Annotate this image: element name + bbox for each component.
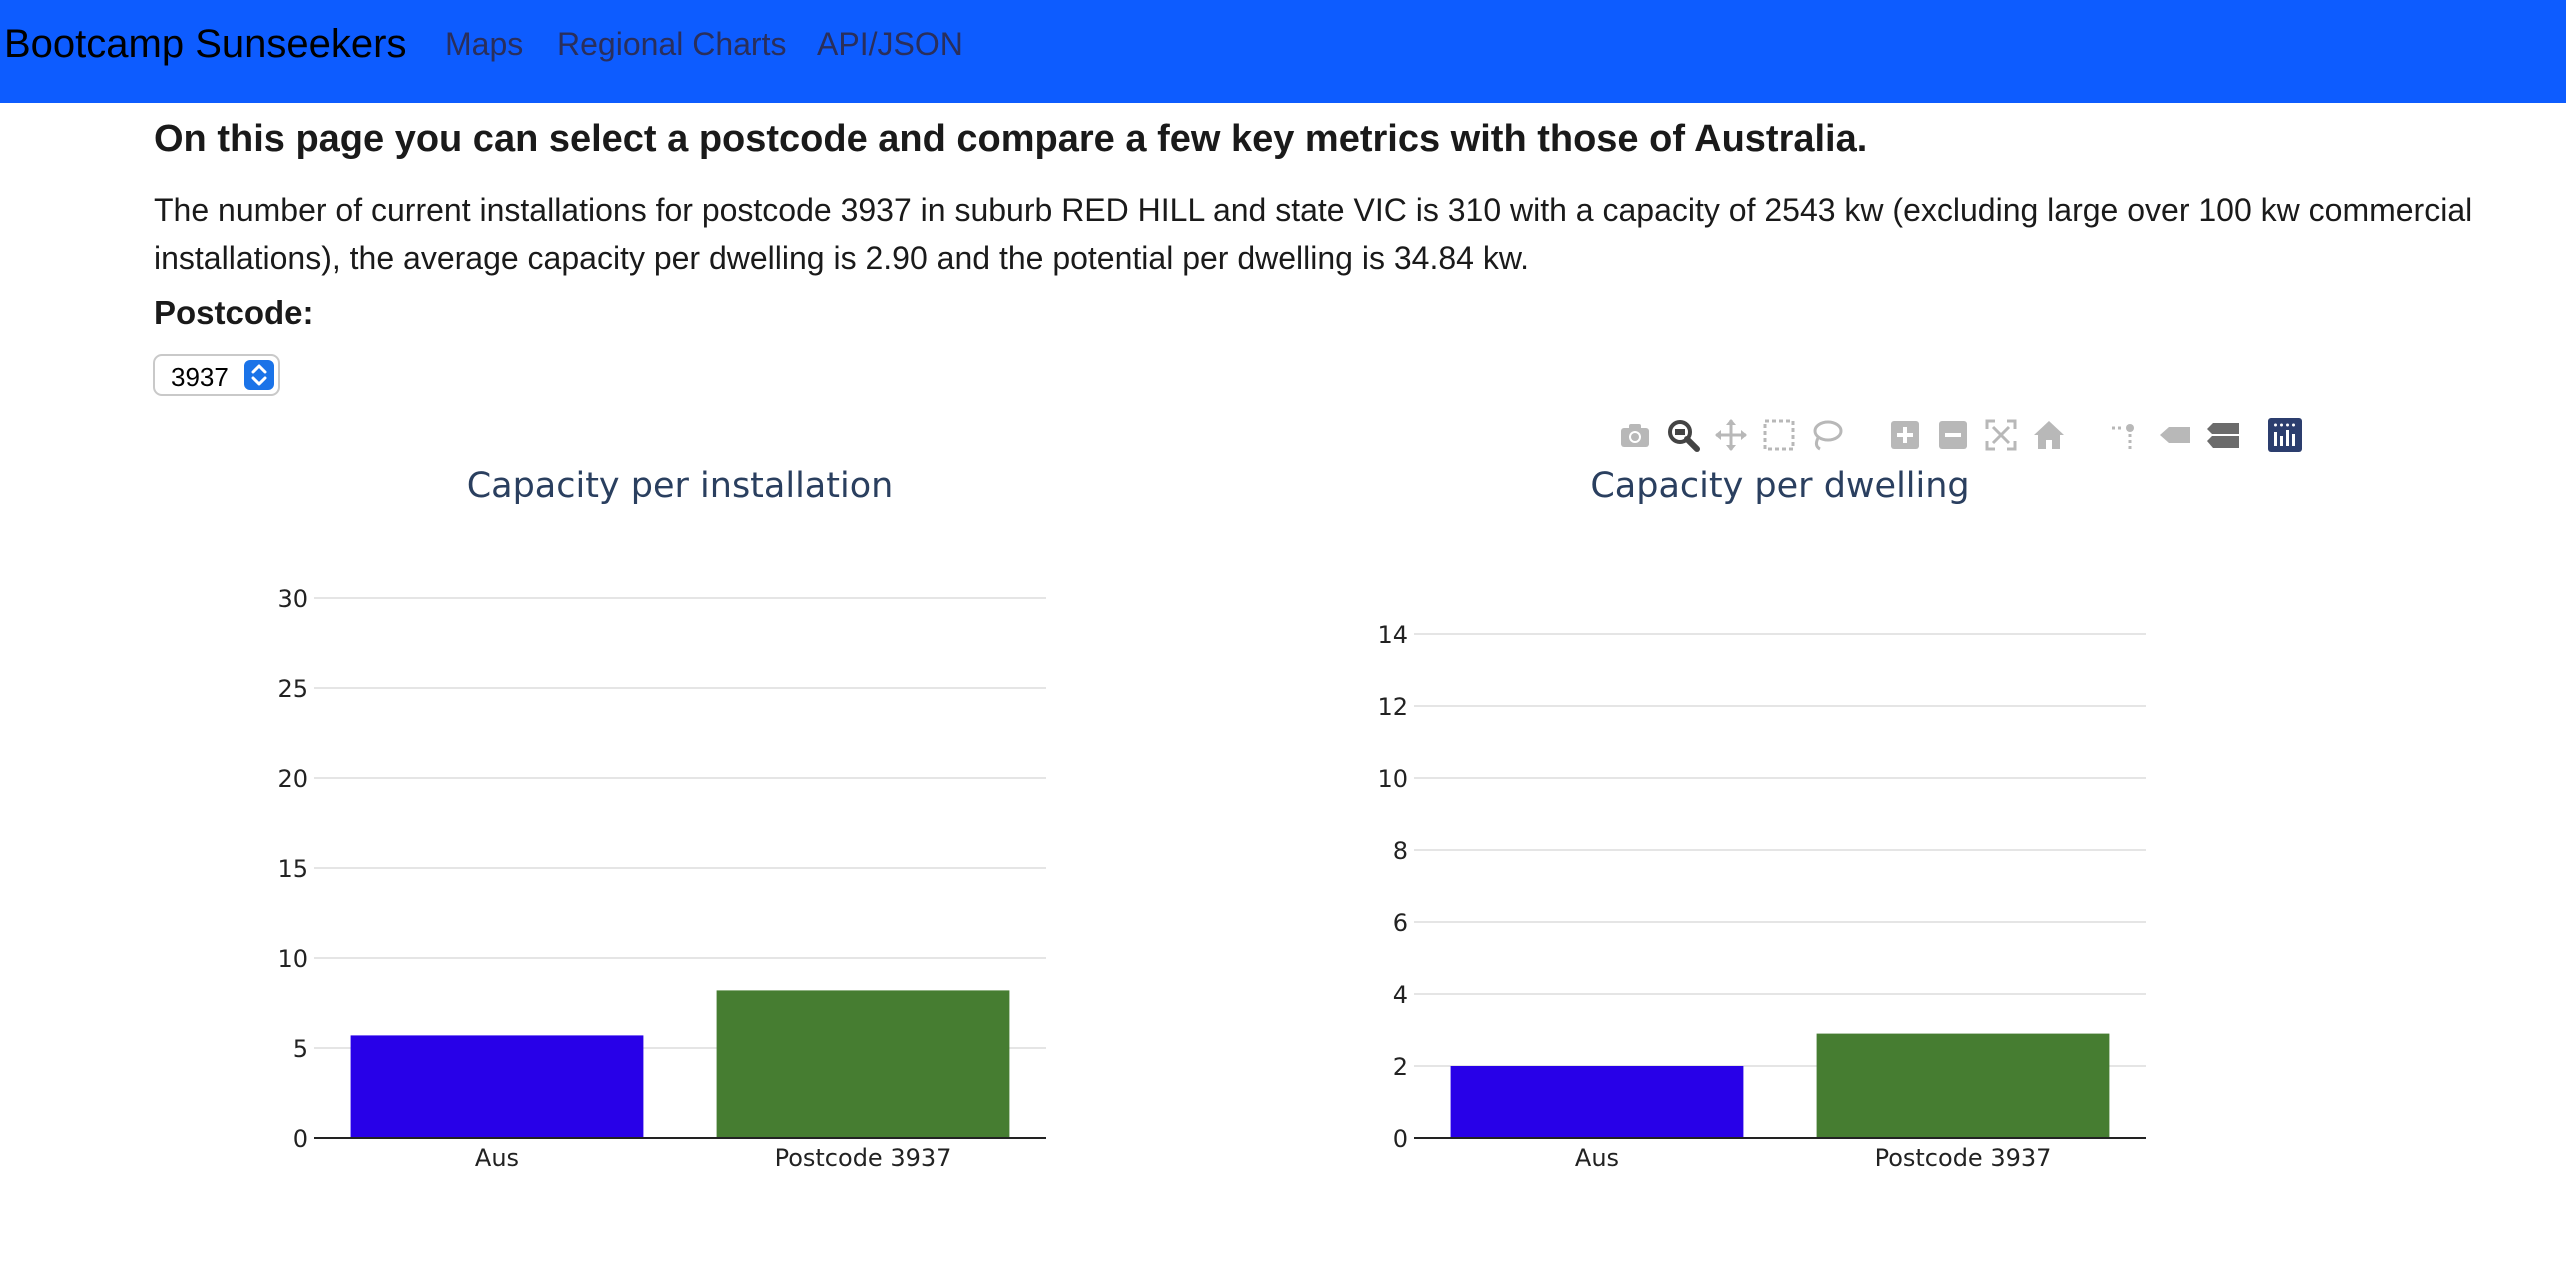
postcode-select[interactable]: 3937	[153, 354, 280, 396]
bar-postcode-3937[interactable]	[1816, 1033, 2110, 1138]
navbar-brand[interactable]: Bootcamp Sunseekers	[4, 22, 407, 66]
page-heading: On this page you can select a postcode a…	[154, 118, 1868, 160]
navbar: Bootcamp Sunseekers Maps Regional Charts…	[0, 0, 2566, 103]
x-tick-label: Postcode 3937	[1875, 1144, 2052, 1172]
bar-aus[interactable]	[350, 1035, 644, 1138]
hover-compare-icon[interactable]	[2206, 418, 2240, 452]
box-select-icon[interactable]	[1762, 418, 1796, 452]
pan-icon[interactable]	[1714, 418, 1748, 452]
postcode-summary: The number of current installations for …	[154, 192, 2473, 276]
nav-link-maps[interactable]: Maps	[445, 26, 524, 62]
plotly-logo-icon[interactable]	[2268, 418, 2302, 452]
x-tick-label: Aus	[1575, 1144, 1619, 1172]
y-tick-label: 5	[293, 1035, 308, 1063]
y-tick-label: 14	[1377, 621, 1408, 649]
x-tick-label: Aus	[475, 1144, 519, 1172]
x-tick-label: Postcode 3937	[775, 1144, 952, 1172]
lasso-icon[interactable]	[1810, 418, 1844, 452]
y-tick-label: 30	[277, 585, 308, 613]
select-arrows-icon	[244, 360, 274, 390]
postcode-select-value: 3937	[171, 362, 229, 392]
y-tick-label: 12	[1377, 693, 1408, 721]
zoom-in-icon[interactable]	[1888, 418, 1922, 452]
y-tick-label: 8	[1393, 837, 1408, 865]
y-tick-label: 0	[1393, 1125, 1408, 1153]
spike-lines-icon[interactable]	[2110, 418, 2144, 452]
hover-closest-icon[interactable]	[2158, 418, 2192, 452]
chart-modebar	[1614, 412, 2304, 456]
nav-link-regional-charts[interactable]: Regional Charts	[557, 26, 787, 62]
bar-postcode-3937[interactable]	[716, 990, 1010, 1138]
chart-title: Capacity per dwelling	[1590, 466, 1969, 506]
zoom-out-icon[interactable]	[1936, 418, 1970, 452]
y-tick-label: 0	[293, 1125, 308, 1153]
y-tick-label: 20	[277, 765, 308, 793]
y-tick-label: 15	[277, 855, 308, 883]
y-tick-label: 10	[277, 945, 308, 973]
y-tick-label: 10	[1377, 765, 1408, 793]
postcode-label: Postcode:	[154, 294, 314, 331]
y-tick-label: 6	[1393, 909, 1408, 937]
chart-title: Capacity per installation	[467, 466, 894, 506]
autoscale-icon[interactable]	[1984, 418, 2018, 452]
y-tick-label: 25	[277, 675, 308, 703]
bar-aus[interactable]	[1450, 1066, 1744, 1138]
y-tick-label: 4	[1393, 981, 1408, 1009]
y-tick-label: 2	[1393, 1053, 1408, 1081]
nav-link-api-json[interactable]: API/JSON	[817, 26, 963, 62]
reset-axes-icon[interactable]	[2032, 418, 2066, 452]
camera-icon[interactable]	[1618, 418, 1652, 452]
zoom-icon[interactable]	[1666, 418, 1700, 452]
